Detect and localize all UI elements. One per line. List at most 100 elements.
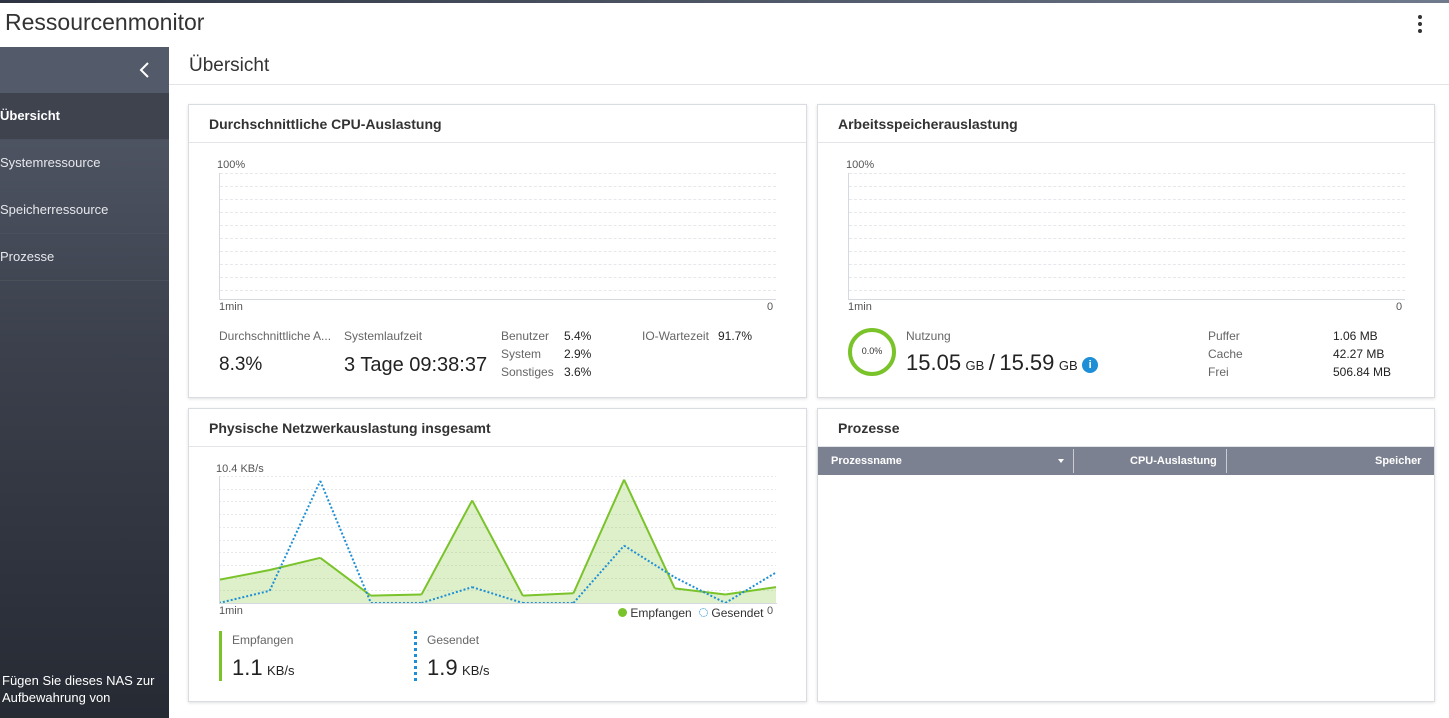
sort-down-icon[interactable] bbox=[1058, 459, 1064, 463]
received-line-segment bbox=[674, 587, 726, 596]
received-line-segment bbox=[319, 557, 372, 597]
sent-line-segment bbox=[219, 589, 270, 604]
buffer-label: Puffer bbox=[1208, 329, 1240, 343]
column-memory[interactable]: Speicher bbox=[1375, 455, 1422, 467]
memory-x-start: 1min bbox=[848, 301, 872, 313]
memory-card: Arbeitsspeicherauslastung 100% 1min 0 0.… bbox=[817, 104, 1435, 398]
sidebar-header bbox=[0, 47, 169, 93]
sent-marker bbox=[414, 631, 417, 681]
received-value: 1.1 bbox=[232, 655, 263, 680]
memory-used-unit: GB bbox=[965, 358, 985, 373]
more-options-icon[interactable] bbox=[1417, 15, 1423, 35]
sent-line-segment bbox=[674, 576, 726, 604]
memory-gauge-text: 0.0% bbox=[861, 346, 883, 356]
received-line-segment bbox=[623, 479, 676, 589]
sent-value: 1.9 bbox=[427, 655, 458, 680]
column-process-name[interactable]: Prozessname bbox=[831, 455, 902, 467]
received-line-segment bbox=[572, 479, 626, 594]
received-value-group: 1.1 KB/s bbox=[232, 655, 295, 681]
processes-card: Prozesse Prozessname CPU-Auslastung Spei… bbox=[817, 408, 1435, 702]
sidebar-footer-text[interactable]: Fügen Sie dieses NAS zur Aufbewahrung vo… bbox=[2, 673, 155, 705]
cpu-average-value: 8.3% bbox=[219, 354, 263, 375]
received-line-segment bbox=[522, 592, 574, 597]
network-card: Physische Netzwerkauslastung insgesamt 1… bbox=[188, 408, 807, 702]
network-legend: Empfangen Gesendet bbox=[618, 606, 763, 620]
memory-card-title: Arbeitsspeicherauslastung bbox=[818, 105, 1434, 143]
received-unit: KB/s bbox=[267, 663, 295, 678]
sidebar-item-storage-resource[interactable]: Speicherressource bbox=[0, 187, 169, 234]
other-value: 3.6% bbox=[564, 365, 592, 379]
received-marker bbox=[219, 631, 222, 681]
cpu-x-start: 1min bbox=[219, 301, 243, 313]
uptime-label: Systemlaufzeit bbox=[344, 329, 423, 343]
sidebar: Übersicht Systemressource Speicherressou… bbox=[0, 47, 169, 718]
buffer-value: 1.06 MB bbox=[1333, 329, 1378, 343]
sent-line-segment bbox=[471, 586, 524, 604]
received-area bbox=[219, 479, 776, 603]
cache-value: 42.27 MB bbox=[1333, 347, 1385, 361]
system-value: 2.9% bbox=[564, 347, 592, 361]
cpu-average-label: Durchschnittliche A... bbox=[219, 329, 332, 343]
process-table-header: Prozessname CPU-Auslastung Speicher bbox=[818, 447, 1434, 475]
cache-label: Cache bbox=[1208, 347, 1243, 361]
received-line-segment bbox=[269, 556, 321, 572]
network-y-max: 10.4 KB/s bbox=[216, 463, 264, 475]
cpu-chart-grid bbox=[219, 173, 776, 300]
memory-usage-label: Nutzung bbox=[906, 329, 951, 343]
io-wait-label: IO-Wartezeit bbox=[642, 329, 709, 343]
cpu-x-end: 0 bbox=[767, 301, 774, 313]
received-label: Empfangen bbox=[232, 633, 294, 647]
app-bar: Ressourcenmonitor bbox=[0, 3, 1449, 47]
received-line-segment bbox=[219, 569, 270, 581]
memory-total-value: 15.59 bbox=[999, 350, 1055, 375]
divider bbox=[169, 84, 1449, 85]
sent-line-segment bbox=[724, 571, 777, 604]
received-line-segment bbox=[725, 586, 777, 596]
memory-usage-value: 15.05 GB / 15.59 GB i bbox=[906, 350, 1099, 376]
legend-sent-dot bbox=[699, 608, 709, 617]
memory-x-end: 0 bbox=[1396, 301, 1403, 313]
network-chart bbox=[219, 476, 777, 604]
sent-line-segment bbox=[268, 480, 322, 592]
app-title: Ressourcenmonitor bbox=[5, 9, 205, 35]
io-wait-value: 91.7% bbox=[718, 329, 753, 343]
cpu-card-title: Durchschnittliche CPU-Auslastung bbox=[189, 105, 806, 143]
memory-slash: / bbox=[988, 350, 995, 375]
user-value: 5.4% bbox=[564, 329, 592, 343]
sent-value-group: 1.9 KB/s bbox=[427, 655, 490, 681]
system-label: System bbox=[501, 347, 542, 361]
sent-line-segment bbox=[623, 544, 676, 579]
received-line-segment bbox=[420, 499, 474, 595]
received-line-segment bbox=[471, 499, 524, 597]
sent-line-segment bbox=[572, 544, 625, 604]
sidebar-item-processes[interactable]: Prozesse bbox=[0, 234, 169, 281]
memory-chart-grid bbox=[848, 173, 1405, 300]
received-series bbox=[219, 479, 777, 597]
received-line-segment bbox=[370, 593, 422, 597]
free-label: Frei bbox=[1208, 365, 1229, 379]
info-icon[interactable]: i bbox=[1082, 357, 1099, 373]
other-label: Sonstiges bbox=[501, 365, 554, 379]
memory-total-unit: GB bbox=[1058, 358, 1078, 373]
legend-received-dot bbox=[618, 608, 627, 617]
sidebar-item-system-resource[interactable]: Systemressource bbox=[0, 140, 169, 187]
column-cpu-usage[interactable]: CPU-Auslastung bbox=[1130, 455, 1217, 467]
network-x-start: 1min bbox=[219, 605, 243, 617]
page-title: Übersicht bbox=[189, 55, 270, 76]
chevron-left-icon[interactable] bbox=[136, 60, 154, 80]
legend-received[interactable]: Empfangen bbox=[630, 606, 692, 620]
legend-sent[interactable]: Gesendet bbox=[711, 606, 764, 620]
free-value: 506.84 MB bbox=[1333, 365, 1392, 379]
memory-used-value: 15.05 bbox=[906, 350, 962, 375]
memory-gauge bbox=[848, 328, 896, 376]
network-card-title: Physische Netzwerkauslastung insgesamt bbox=[189, 409, 806, 447]
uptime-value: 3 Tage 09:38:37 bbox=[344, 354, 488, 376]
network-x-end: 0 bbox=[767, 605, 774, 617]
user-label: Benutzer bbox=[501, 329, 550, 343]
main-content: Übersicht Durchschnittliche CPU-Auslastu… bbox=[169, 47, 1449, 718]
sidebar-item-overview[interactable]: Übersicht bbox=[0, 93, 169, 140]
sent-unit: KB/s bbox=[462, 663, 490, 678]
top-accent-line bbox=[0, 0, 1449, 3]
processes-card-title: Prozesse bbox=[818, 409, 1434, 447]
cpu-card: Durchschnittliche CPU-Auslastung 100% 1m… bbox=[188, 104, 807, 398]
